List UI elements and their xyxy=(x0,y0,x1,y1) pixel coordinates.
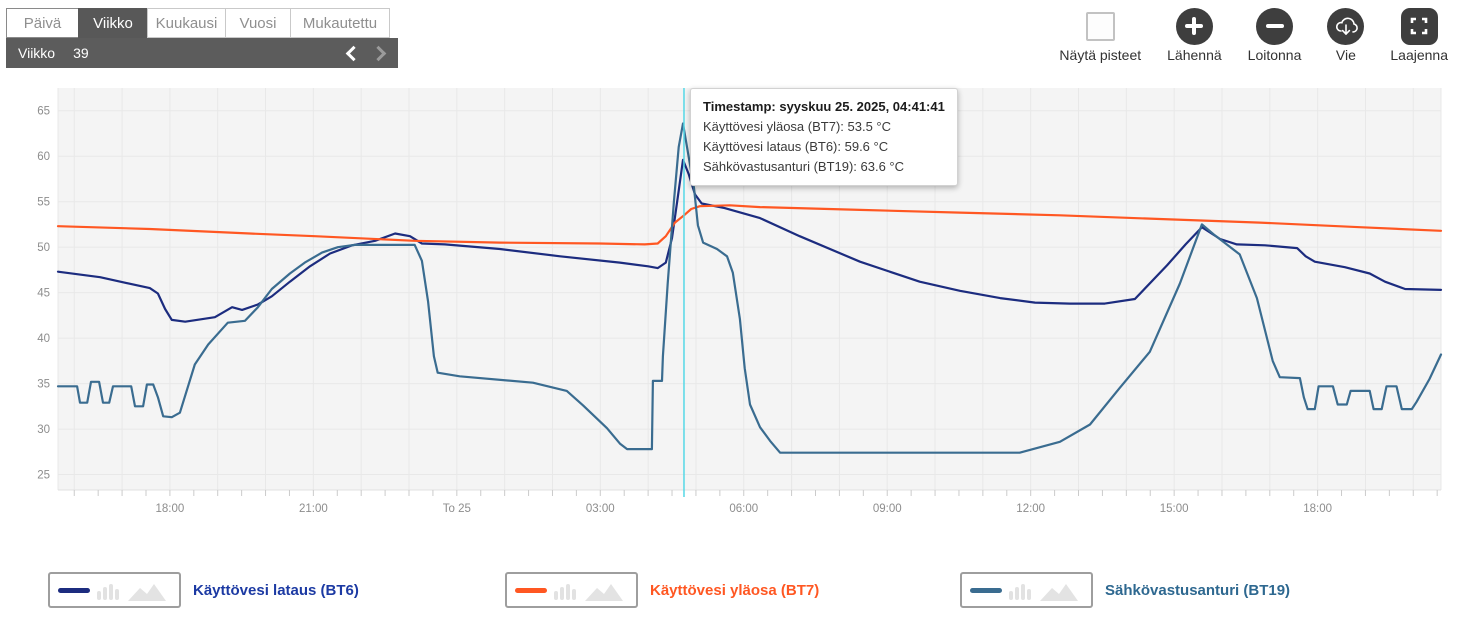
export-control: Vie xyxy=(1327,6,1365,63)
svg-text:15:00: 15:00 xyxy=(1160,503,1189,515)
header: Päivä Viikko Kuukausi Vuosi Mukautettu V… xyxy=(0,0,1464,80)
svg-text:50: 50 xyxy=(37,242,50,254)
expand-control: Laajenna xyxy=(1390,6,1448,63)
line-style-sample xyxy=(515,587,547,593)
line-style-sample xyxy=(58,587,90,593)
tooltip-timestamp: Timestamp: syyskuu 25. 2025, 04:41:41 xyxy=(703,99,945,114)
legend-item-bt6[interactable]: Käyttövesi lataus (BT6) xyxy=(48,572,359,608)
svg-text:18:00: 18:00 xyxy=(156,503,185,515)
svg-text:18:00: 18:00 xyxy=(1303,503,1332,515)
zoom-out-button[interactable] xyxy=(1256,7,1294,45)
svg-text:40: 40 xyxy=(37,333,50,345)
export-label: Vie xyxy=(1335,47,1356,63)
svg-text:To 25: To 25 xyxy=(443,503,471,515)
fullscreen-icon xyxy=(1410,17,1428,35)
line-style-sample xyxy=(970,587,1002,593)
svg-text:30: 30 xyxy=(37,424,50,436)
zoom-in-control: Lähennä xyxy=(1167,6,1222,63)
expand-label: Laajenna xyxy=(1390,47,1448,63)
zoom-out-label: Loitonna xyxy=(1247,47,1302,63)
x-axis-labels: 18:00 21:00 To 25 03:00 06:00 09:00 12:00 15:00… xyxy=(156,503,1332,515)
zoom-in-button[interactable] xyxy=(1175,7,1213,45)
legend-style-box xyxy=(960,572,1093,608)
svg-text:09:00: 09:00 xyxy=(873,503,902,515)
chart-legend: Käyttövesi lataus (BT6) Käyttövesi yläos… xyxy=(0,572,1464,612)
week-selector-bar: Viikko 39 xyxy=(6,38,398,68)
bar-chart-icon xyxy=(97,584,119,600)
period-selector: Päivä Viikko Kuukausi Vuosi Mukautettu V… xyxy=(6,8,398,68)
tab-viikko[interactable]: Viikko xyxy=(78,8,148,38)
area-chart-icon xyxy=(128,584,166,601)
svg-text:35: 35 xyxy=(37,379,50,391)
expand-button[interactable] xyxy=(1400,7,1438,45)
week-number: 39 xyxy=(73,45,89,61)
next-week-icon[interactable] xyxy=(370,45,387,61)
show-points-control: Näytä pisteet xyxy=(1059,6,1141,63)
tab-vuosi[interactable]: Vuosi xyxy=(225,8,291,38)
zoom-in-label: Lähennä xyxy=(1167,47,1222,63)
previous-week-icon[interactable] xyxy=(345,45,362,61)
legend-label: Käyttövesi lataus (BT6) xyxy=(193,581,359,599)
tooltip-value-bt7: Käyttövesi yläosa (BT7): 53.5 °C xyxy=(703,119,891,134)
show-points-checkbox[interactable] xyxy=(1085,11,1115,41)
legend-style-box xyxy=(48,572,181,608)
svg-text:06:00: 06:00 xyxy=(729,503,758,515)
x-axis-ticks xyxy=(73,490,1438,496)
legend-style-box xyxy=(505,572,638,608)
legend-item-bt19[interactable]: Sähkövastusanturi (BT19) xyxy=(960,572,1290,608)
chart-controls: Näytä pisteet Lähennä xyxy=(1059,6,1448,63)
svg-text:60: 60 xyxy=(37,151,50,163)
legend-item-bt7[interactable]: Käyttövesi yläosa (BT7) xyxy=(505,572,819,608)
tooltip-value-bt6: Käyttövesi lataus (BT6): 59.6 °C xyxy=(703,139,889,154)
plus-icon xyxy=(1185,17,1204,35)
legend-label: Käyttövesi yläosa (BT7) xyxy=(650,581,820,599)
legend-label: Sähkövastusanturi (BT19) xyxy=(1105,581,1291,599)
y-axis-labels: 25 30 35 40 45 50 55 60 65 xyxy=(37,106,50,482)
series-line-0 xyxy=(56,158,1443,323)
bar-chart-icon xyxy=(1009,584,1031,600)
svg-text:65: 65 xyxy=(37,106,50,118)
zoom-out-control: Loitonna xyxy=(1247,6,1302,63)
svg-text:45: 45 xyxy=(37,288,50,300)
bar-chart-icon xyxy=(554,584,576,600)
svg-text:03:00: 03:00 xyxy=(586,503,615,515)
period-tabs: Päivä Viikko Kuukausi Vuosi Mukautettu xyxy=(6,8,398,38)
cloud-download-icon xyxy=(1335,17,1358,35)
tab-mukautettu[interactable]: Mukautettu xyxy=(290,8,390,38)
export-button[interactable] xyxy=(1327,7,1365,45)
minus-icon xyxy=(1265,24,1284,28)
tab-paiva[interactable]: Päivä xyxy=(6,8,79,38)
svg-text:12:00: 12:00 xyxy=(1016,503,1045,515)
svg-text:25: 25 xyxy=(37,470,50,482)
chart-tooltip: Timestamp: syyskuu 25. 2025, 04:41:41 Kä… xyxy=(690,88,958,186)
tooltip-value-bt19: Sähkövastusanturi (BT19): 63.6 °C xyxy=(703,159,905,174)
svg-text:55: 55 xyxy=(37,197,50,209)
tab-kuukausi[interactable]: Kuukausi xyxy=(147,8,226,38)
series-line-2 xyxy=(56,122,1443,454)
week-label: Viikko xyxy=(18,45,56,61)
area-chart-icon xyxy=(1040,584,1078,601)
gridlines xyxy=(57,88,1442,491)
svg-text:21:00: 21:00 xyxy=(299,503,328,515)
area-chart-icon xyxy=(585,584,623,601)
show-points-label: Näytä pisteet xyxy=(1059,47,1142,63)
